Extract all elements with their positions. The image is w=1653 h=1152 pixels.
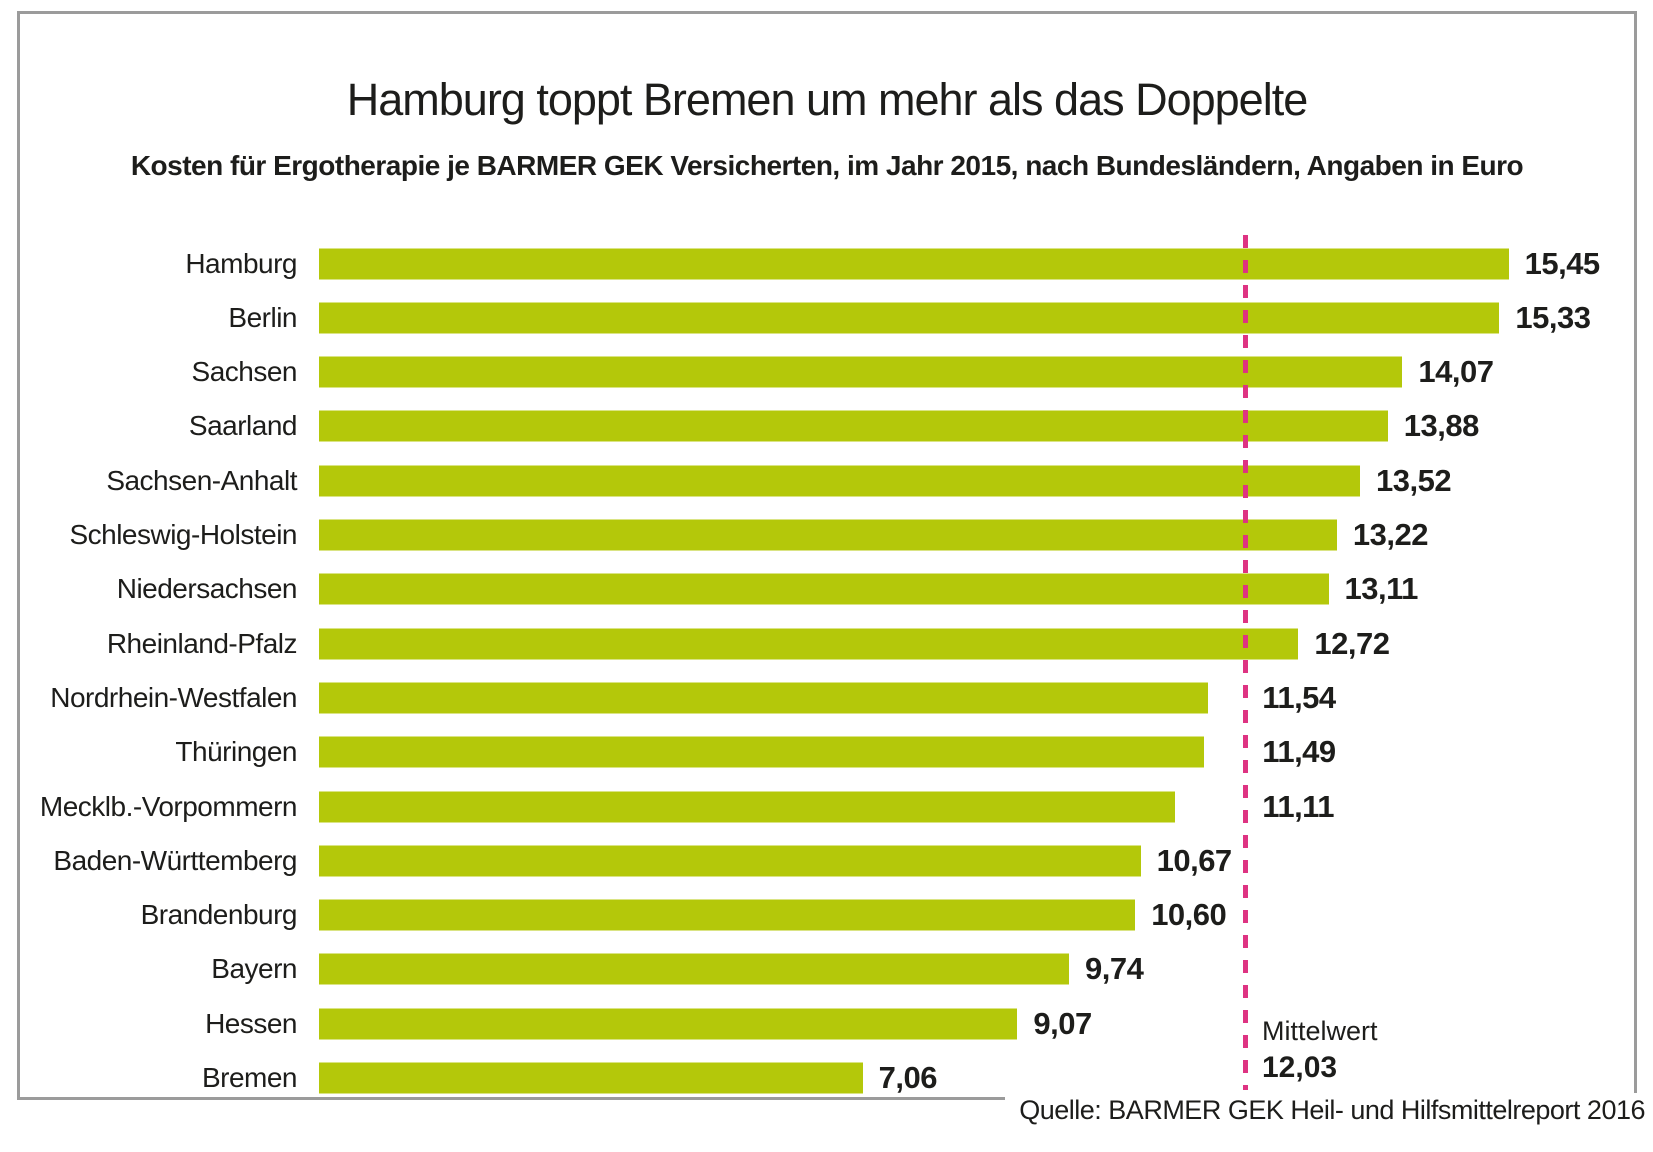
value-label: 10,60 xyxy=(1151,897,1227,933)
bar-label: Bayern xyxy=(211,953,297,985)
source-note: Quelle: BARMER GEK Heil- und Hilfsmittel… xyxy=(1005,1093,1645,1128)
bar-label: Schleswig-Holstein xyxy=(69,519,297,550)
bar-label: Rheinland-Pfalz xyxy=(106,627,298,659)
bar xyxy=(319,356,1403,388)
bar-label: Niedersachsen xyxy=(116,573,298,605)
bar-label: Sachsen-Anhalt xyxy=(106,464,297,496)
value-label: 13,11 xyxy=(1344,571,1419,607)
bar xyxy=(319,248,1509,279)
value-label: 13,22 xyxy=(1352,517,1429,552)
value-label: 12,72 xyxy=(1314,625,1390,661)
mean-label: Mittelwert xyxy=(1262,1016,1378,1046)
value-label: 11,49 xyxy=(1262,734,1336,770)
value-label: 14,07 xyxy=(1418,354,1494,390)
bar xyxy=(319,791,1175,822)
bar xyxy=(319,899,1136,931)
bar-label: Baden-Württemberg xyxy=(53,844,297,876)
bar-label: Mecklb.-Vorpommern xyxy=(39,790,298,822)
bar xyxy=(319,845,1141,877)
value-label: 11,54 xyxy=(1262,679,1336,715)
mean-value: 12,03 xyxy=(1262,1051,1338,1085)
value-label: 11,11 xyxy=(1262,788,1334,824)
bar-label: Hessen xyxy=(205,1007,297,1039)
value-label: 13,88 xyxy=(1403,408,1480,444)
bar-label: Berlin xyxy=(228,301,297,333)
bar xyxy=(319,465,1360,497)
chart-title: Hamburg toppt Bremen um mehr als das Dop… xyxy=(346,74,1309,125)
mean-caption: Mittelwert 12,03 xyxy=(1262,1016,1378,1086)
bar xyxy=(319,682,1208,714)
bar xyxy=(319,628,1299,660)
bar xyxy=(319,1008,1018,1040)
value-label: 9,74 xyxy=(1085,951,1144,987)
bar xyxy=(319,736,1204,768)
chart-subtitle: Kosten für Ergotherapie je BARMER GEK Ve… xyxy=(130,150,1524,181)
bar-label: Bremen xyxy=(201,1062,298,1093)
value-label: 9,07 xyxy=(1033,1005,1092,1041)
bar-label: Nordrhein-Westfalen xyxy=(50,681,297,713)
bar-label: Sachsen xyxy=(191,356,298,388)
bar xyxy=(319,573,1329,605)
bar-label: Saarland xyxy=(188,410,298,442)
bar-label: Hamburg xyxy=(185,247,297,279)
value-label: 13,52 xyxy=(1376,462,1452,498)
value-label: 15,33 xyxy=(1515,299,1591,335)
bar xyxy=(319,1062,863,1094)
bar xyxy=(319,519,1337,551)
value-label: 10,67 xyxy=(1156,842,1233,878)
bar xyxy=(319,410,1388,442)
bar xyxy=(319,302,1500,334)
bar-label: Brandenburg xyxy=(140,899,298,931)
bar xyxy=(319,953,1069,985)
value-label: 15,45 xyxy=(1524,245,1601,281)
bar-label: Thüringen xyxy=(175,736,297,768)
mean-line xyxy=(1242,235,1248,1090)
value-label: 7,06 xyxy=(878,1060,938,1095)
